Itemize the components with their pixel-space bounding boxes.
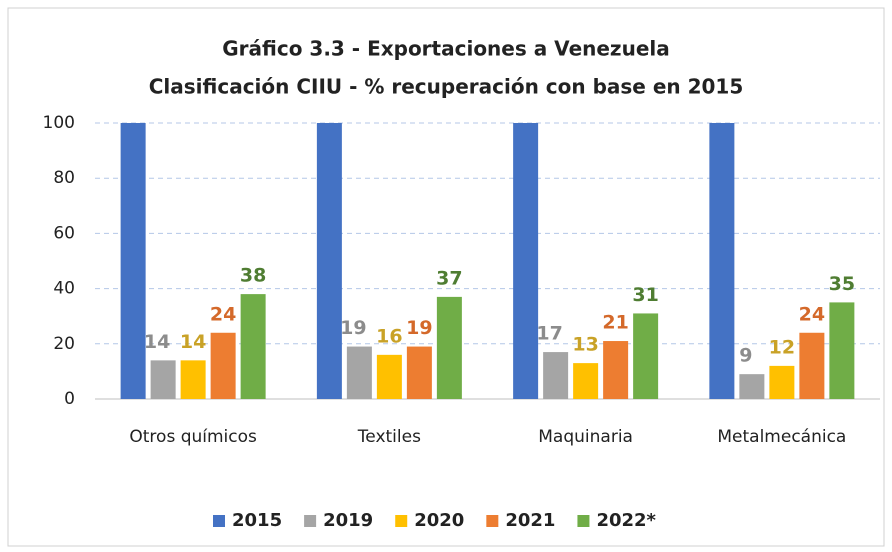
data-label: 16	[376, 325, 402, 347]
data-label: 19	[340, 317, 366, 339]
legend-label: 2019	[323, 510, 373, 531]
legend-swatch	[577, 515, 590, 527]
data-label: 37	[436, 267, 462, 289]
y-tick-label: 20	[53, 334, 75, 354]
bar	[769, 365, 795, 399]
data-label: 24	[210, 303, 236, 325]
legend-label: 2020	[414, 510, 464, 531]
y-tick-label: 80	[53, 168, 75, 188]
bar	[573, 363, 599, 399]
data-label: 17	[536, 323, 562, 345]
data-label: 35	[829, 273, 855, 295]
data-label: 13	[572, 334, 598, 356]
y-tick-label: 40	[53, 279, 75, 299]
bar	[633, 313, 659, 399]
bar	[376, 354, 402, 399]
chart-frame	[7, 7, 885, 547]
bar	[240, 294, 266, 399]
legend-swatch	[486, 515, 499, 527]
data-label: 12	[769, 336, 795, 358]
legend-label: 2022*	[596, 510, 656, 531]
data-label: 24	[799, 303, 825, 325]
bar	[603, 341, 629, 399]
legend-swatch	[213, 515, 225, 527]
y-tick-label: 60	[53, 223, 75, 243]
x-tick-label: Textiles	[357, 427, 421, 447]
data-label: 38	[240, 265, 266, 287]
bar	[180, 360, 206, 399]
bar	[436, 296, 462, 399]
chart-title: Gráfico 3.3 - Exportaciones a Venezuela	[222, 37, 669, 61]
x-tick-label: Metalmecánica	[717, 427, 846, 447]
bar	[210, 332, 236, 399]
bar	[346, 346, 372, 399]
bar	[739, 374, 765, 399]
data-label: 31	[632, 284, 658, 306]
data-label: 21	[602, 312, 628, 334]
bar	[799, 332, 825, 399]
chart-subtitle: Clasificación CIIU - % recuperación con …	[149, 75, 744, 99]
bar	[406, 346, 432, 399]
data-label: 9	[739, 345, 752, 367]
bar	[513, 123, 539, 399]
legend-swatch	[304, 515, 317, 527]
bar	[829, 302, 855, 399]
bar	[543, 352, 569, 399]
bar	[150, 360, 176, 399]
x-tick-label: Maquinaria	[538, 427, 633, 447]
bar	[709, 123, 735, 399]
legend-label: 2015	[232, 510, 282, 531]
y-tick-label: 100	[43, 113, 75, 133]
data-label: 14	[180, 331, 206, 353]
data-label: 19	[406, 317, 432, 339]
y-tick-label: 0	[64, 389, 75, 409]
bar	[316, 123, 342, 399]
x-tick-label: Otros químicos	[129, 427, 257, 447]
legend-swatch	[395, 515, 408, 527]
legend-label: 2021	[505, 510, 555, 531]
bar	[120, 123, 146, 399]
data-label: 14	[144, 331, 170, 353]
